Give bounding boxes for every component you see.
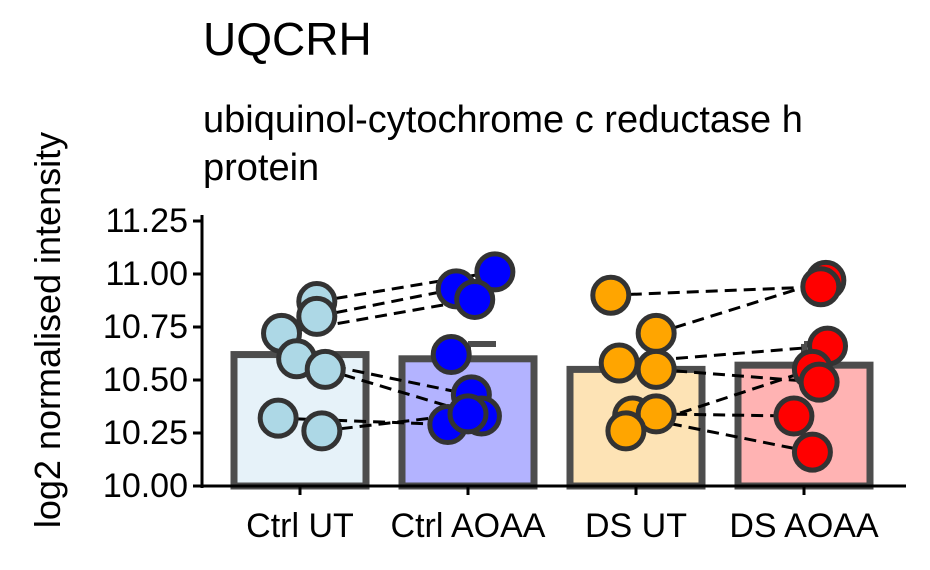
- data-point: [430, 334, 472, 376]
- data-point: [791, 431, 833, 473]
- pair-line: [656, 367, 820, 384]
- y-tick-label: 11.25: [105, 202, 188, 240]
- x-tick-label: DS UT: [585, 507, 687, 545]
- pair-line: [316, 287, 457, 318]
- y-tick-label: 10.00: [103, 467, 188, 505]
- pair-line: [610, 285, 821, 297]
- chart-subtitle-line-2: protein: [203, 147, 320, 189]
- y-tick-label: 10.50: [103, 361, 188, 399]
- pair-line: [316, 270, 496, 304]
- data-point: [304, 348, 346, 390]
- data-point: [598, 342, 640, 384]
- data-point: [296, 295, 338, 337]
- data-point: [301, 410, 343, 452]
- data-point: [635, 312, 677, 354]
- data-point: [773, 395, 815, 437]
- y-tick-label: 10.75: [103, 308, 188, 346]
- data-point: [590, 274, 632, 316]
- pair-line: [655, 278, 827, 335]
- data-point: [447, 393, 489, 435]
- data-point: [257, 397, 299, 439]
- pair-line: [619, 344, 828, 365]
- data-point: [635, 393, 677, 435]
- points-layer: [257, 251, 849, 473]
- axes-layer: 10.00 10.25 10.50 10.75 11.00 11.25 Ctrl UT Ctr…: [103, 202, 906, 545]
- x-tick-label: DS AOAA: [729, 507, 879, 545]
- y-tick-label: 11.00: [105, 255, 188, 293]
- chart-title: UQCRH: [203, 13, 372, 65]
- y-tick-label: 10.25: [103, 414, 188, 452]
- chart-subtitle-line-1: ubiquinol-cytochrome c reductase h: [203, 99, 803, 141]
- data-point: [798, 361, 840, 403]
- data-point: [474, 251, 516, 293]
- data-point: [635, 348, 677, 390]
- x-tick-label: Ctrl AOAA: [391, 507, 546, 545]
- x-tick-label: Ctrl UT: [246, 507, 354, 545]
- data-point: [800, 266, 842, 308]
- data-point: [454, 278, 496, 320]
- pair-line: [281, 297, 475, 335]
- data-point: [605, 410, 647, 452]
- pair-line: [656, 412, 794, 418]
- pair-line: [625, 367, 813, 433]
- chart-subtitle: ubiquinol-cytochrome c reductase h prote…: [203, 96, 930, 192]
